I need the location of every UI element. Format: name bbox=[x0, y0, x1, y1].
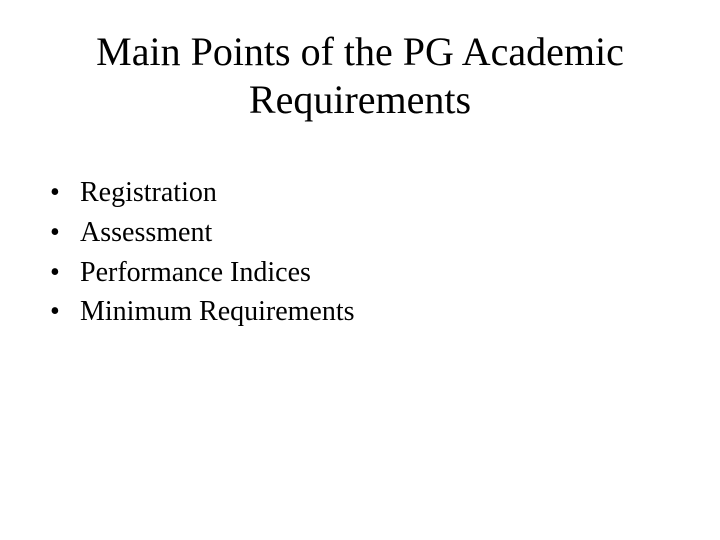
bullet-text: Minimum Requirements bbox=[80, 293, 680, 331]
bullet-marker-icon: • bbox=[50, 254, 80, 292]
title-line-2: Requirements bbox=[249, 77, 471, 122]
list-item: • Performance Indices bbox=[50, 254, 680, 292]
list-item: • Minimum Requirements bbox=[50, 293, 680, 331]
bullet-marker-icon: • bbox=[50, 214, 80, 252]
list-item: • Assessment bbox=[50, 214, 680, 252]
list-item: • Registration bbox=[50, 174, 680, 212]
bullet-marker-icon: • bbox=[50, 174, 80, 212]
bullet-marker-icon: • bbox=[50, 293, 80, 331]
bullet-list: • Registration • Assessment • Performanc… bbox=[40, 174, 680, 331]
slide-container: Main Points of the PG Academic Requireme… bbox=[0, 0, 720, 540]
bullet-text: Performance Indices bbox=[80, 254, 680, 292]
bullet-text: Assessment bbox=[80, 214, 680, 252]
bullet-text: Registration bbox=[80, 174, 680, 212]
slide-title: Main Points of the PG Academic Requireme… bbox=[40, 28, 680, 124]
title-line-1: Main Points of the PG Academic bbox=[96, 29, 624, 74]
